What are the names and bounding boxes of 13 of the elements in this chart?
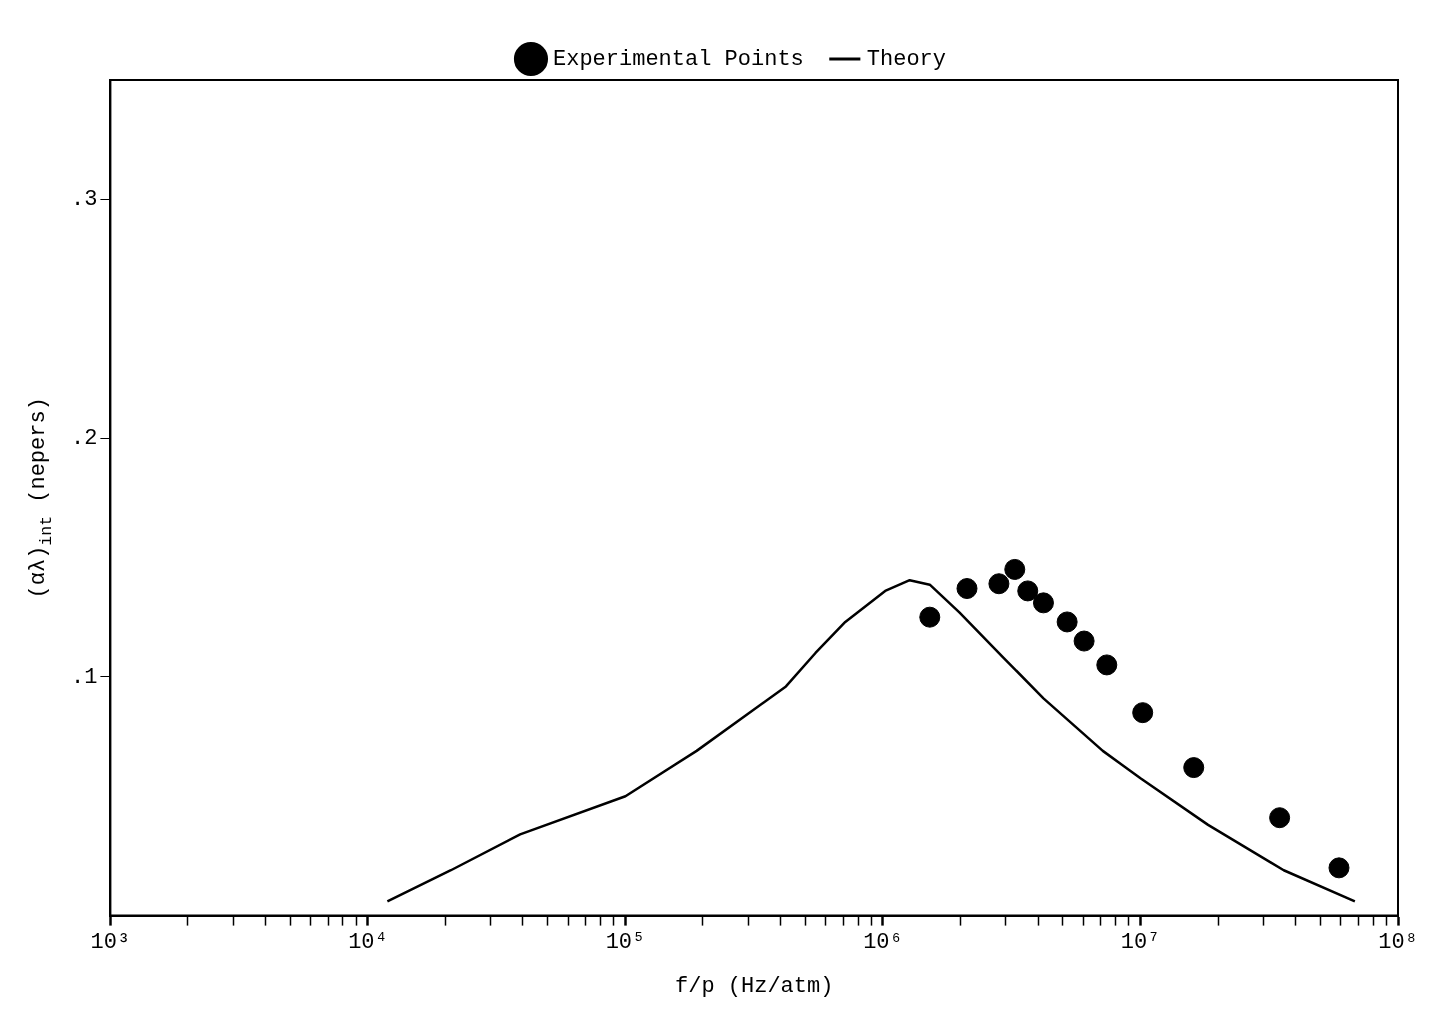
x-tick-label: 10³ — [90, 929, 131, 955]
legend-label: Theory — [866, 46, 947, 72]
y-tick-label: .1 — [71, 664, 98, 690]
x-tick-label: 10⁶ — [863, 929, 903, 955]
y-axis-title: (αλ)int (nepers) — [25, 397, 57, 599]
x-tick-label: 10⁸ — [1378, 929, 1418, 955]
legend-label: Experimental Points — [552, 46, 804, 72]
y-tick-label: .3 — [71, 187, 98, 213]
x-axis-title: f/p (Hz/atm) — [674, 973, 834, 999]
y-tick-label: .2 — [71, 425, 98, 451]
x-tick-label: 10⁷ — [1120, 929, 1161, 955]
x-tick-label: 10⁴ — [348, 929, 388, 955]
x-tick-label: 10⁵ — [605, 929, 646, 955]
